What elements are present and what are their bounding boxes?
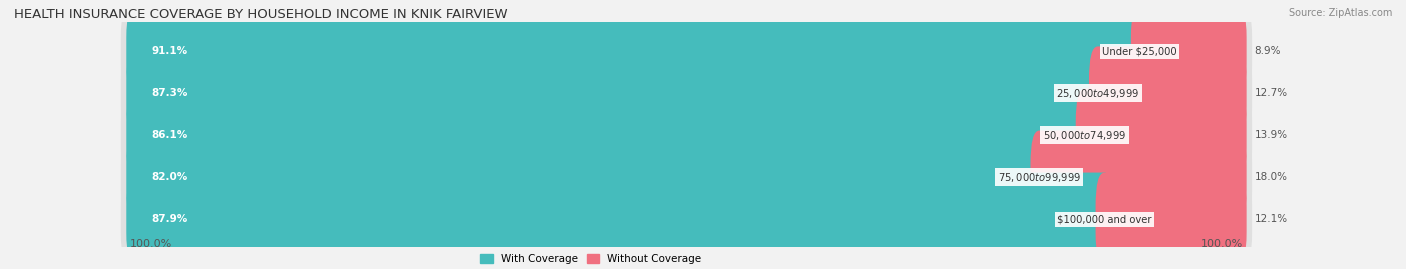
Text: 86.1%: 86.1% — [152, 130, 188, 140]
FancyBboxPatch shape — [127, 173, 1114, 266]
Text: Under $25,000: Under $25,000 — [1102, 46, 1177, 56]
FancyBboxPatch shape — [121, 89, 1253, 182]
Text: 91.1%: 91.1% — [152, 46, 188, 56]
Text: 87.9%: 87.9% — [152, 214, 188, 224]
Text: $75,000 to $99,999: $75,000 to $99,999 — [998, 171, 1081, 184]
Text: $50,000 to $74,999: $50,000 to $74,999 — [1043, 129, 1126, 142]
Text: $100,000 and over: $100,000 and over — [1057, 214, 1152, 224]
Text: 18.0%: 18.0% — [1254, 172, 1288, 182]
FancyBboxPatch shape — [127, 4, 1149, 98]
Text: 87.3%: 87.3% — [152, 88, 188, 98]
Text: 100.0%: 100.0% — [1201, 239, 1243, 249]
Text: $25,000 to $49,999: $25,000 to $49,999 — [1056, 87, 1139, 100]
Legend: With Coverage, Without Coverage: With Coverage, Without Coverage — [477, 250, 706, 268]
Text: 12.1%: 12.1% — [1254, 214, 1288, 224]
Text: 8.9%: 8.9% — [1254, 46, 1281, 56]
FancyBboxPatch shape — [121, 130, 1253, 224]
FancyBboxPatch shape — [1031, 130, 1247, 224]
Text: HEALTH INSURANCE COVERAGE BY HOUSEHOLD INCOME IN KNIK FAIRVIEW: HEALTH INSURANCE COVERAGE BY HOUSEHOLD I… — [14, 8, 508, 21]
FancyBboxPatch shape — [121, 173, 1253, 266]
FancyBboxPatch shape — [1130, 4, 1247, 98]
FancyBboxPatch shape — [1095, 173, 1247, 266]
FancyBboxPatch shape — [1090, 47, 1247, 140]
Text: Source: ZipAtlas.com: Source: ZipAtlas.com — [1288, 8, 1392, 18]
FancyBboxPatch shape — [1076, 89, 1247, 182]
Text: 100.0%: 100.0% — [129, 239, 172, 249]
Text: 12.7%: 12.7% — [1254, 88, 1288, 98]
FancyBboxPatch shape — [127, 47, 1107, 140]
FancyBboxPatch shape — [127, 89, 1094, 182]
FancyBboxPatch shape — [127, 130, 1047, 224]
Text: 82.0%: 82.0% — [152, 172, 188, 182]
FancyBboxPatch shape — [121, 47, 1253, 140]
FancyBboxPatch shape — [121, 4, 1253, 98]
Text: 13.9%: 13.9% — [1254, 130, 1288, 140]
